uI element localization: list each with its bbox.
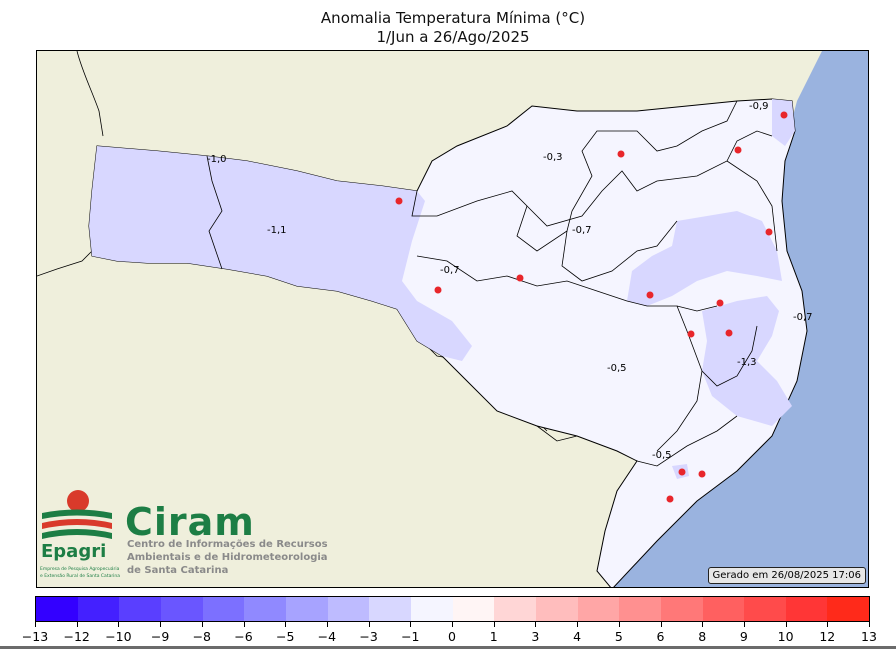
colorbar-tick-label: 12 xyxy=(819,629,836,644)
colorbar-segment xyxy=(494,597,536,621)
colorbar-tick xyxy=(243,622,245,627)
window-bottom-edge xyxy=(0,646,896,649)
colorbar-segment xyxy=(827,597,870,621)
colorbar-tick-label: 10 xyxy=(777,629,794,644)
colorbar xyxy=(35,596,870,622)
contour-label: -1,1 xyxy=(267,225,287,236)
colorbar-tick xyxy=(493,622,495,627)
colorbar-tick-label: 5 xyxy=(614,629,623,644)
colorbar-segment xyxy=(410,597,453,621)
colorbar-tick xyxy=(410,622,412,627)
contour-label: -0,3 xyxy=(543,152,563,163)
colorbar-segment xyxy=(119,597,161,621)
colorbar-segment xyxy=(369,597,411,621)
colorbar-segment xyxy=(535,597,578,621)
colorbar-tick-label: −5 xyxy=(275,629,295,644)
contour-label: -0,7 xyxy=(572,225,592,236)
colorbar-tick xyxy=(35,622,36,627)
map-title: Anomalia Temperatura Mínima (°C) xyxy=(320,9,586,27)
colorbar-segment xyxy=(285,597,328,621)
region-boundaries xyxy=(206,100,778,467)
colorbar-tick xyxy=(118,622,120,627)
contour-label: -0,5 xyxy=(607,363,627,374)
colorbar-segment xyxy=(660,597,703,621)
colorbar-tick xyxy=(368,622,370,627)
stations xyxy=(395,111,788,503)
contour-label: -0,7 xyxy=(440,265,460,276)
anomaly-west xyxy=(89,146,472,361)
anomaly-ne xyxy=(772,99,795,146)
epagri-line: e Extensão Rural de Santa Catarina xyxy=(40,574,121,579)
epagri-logo: Epagri xyxy=(41,541,107,562)
ciram-line: Centro de Informações de Recursos xyxy=(127,539,328,550)
colorbar-tick-label: 0 xyxy=(448,629,456,644)
colorbar-tick-label: −12 xyxy=(63,629,90,644)
colorbar-segment xyxy=(619,597,661,621)
colorbar-segment xyxy=(744,597,786,621)
colorbar-tick xyxy=(452,622,453,627)
epagri-line: Empresa de Pesquisa Agropecuária xyxy=(40,567,120,572)
colorbar-tick-label: 3 xyxy=(531,629,540,644)
colorbar-segment xyxy=(577,597,620,621)
colorbar-tick-label: −3 xyxy=(359,629,378,644)
colorbar-tick xyxy=(535,622,537,627)
colorbar-tick-label: −8 xyxy=(192,629,212,644)
colorbar-tick xyxy=(660,622,662,627)
colorbar-tick-label: 4 xyxy=(573,629,582,644)
colorbar-segment xyxy=(160,597,203,621)
colorbar-tick-label: −4 xyxy=(317,629,337,644)
colorbar-tick-label: −13 xyxy=(21,629,49,644)
colorbar-tick xyxy=(869,622,870,627)
colorbar-tick-label: 1 xyxy=(489,629,498,644)
colorbar-tick-label: −1 xyxy=(401,629,420,644)
anomaly-east-1 xyxy=(627,211,782,306)
colorbar-tick xyxy=(827,622,829,627)
generated-stamp: Gerado em 26/08/2025 17:06 xyxy=(707,567,866,584)
ciram-line: Ambientais e de Hidrometeorologia xyxy=(127,552,328,563)
colorbar-tick xyxy=(160,622,162,627)
ciram-line: de Santa Catarina xyxy=(127,565,229,576)
colorbar-segment xyxy=(785,597,828,621)
colorbar-tick-label: −6 xyxy=(234,629,253,644)
colorbar-segment xyxy=(77,597,120,621)
colorbar-tick-label: −10 xyxy=(105,629,132,644)
epagri-logo-icon xyxy=(42,490,112,539)
colorbar-ticks: −13 −12 −10 −9 −8 −6 −5 −4 −3 −1 0 1 3 4 5 6 8 9 10 12 13 xyxy=(22,622,877,649)
colorbar-tick xyxy=(201,622,203,627)
colorbar-tick xyxy=(702,622,704,627)
colorbar-segment xyxy=(452,597,495,621)
colorbar-tick-label: 6 xyxy=(656,629,665,644)
contour-label: -0,7 xyxy=(793,312,813,323)
colorbar-tick-label: 8 xyxy=(698,629,707,644)
colorbar-segment xyxy=(244,597,286,621)
map-panel[interactable]: -0,9 -1,0 -0,3 -1,1 -0,7 -0,7 -0,7 -1,3 … xyxy=(36,50,869,588)
contour-label: -1,3 xyxy=(737,357,757,368)
anomaly-east-2 xyxy=(702,296,792,426)
ocean xyxy=(613,51,868,587)
colorbar-tick xyxy=(577,622,579,627)
colorbar-segment xyxy=(702,597,745,621)
colorbar-tick xyxy=(785,622,787,627)
colorbar-tick-label: 9 xyxy=(739,629,748,644)
colorbar-tick xyxy=(743,622,745,627)
colorbar-tick xyxy=(326,622,328,627)
colorbar-segment xyxy=(327,597,370,621)
colorbar-segment xyxy=(202,597,245,621)
colorbar-segment xyxy=(36,597,78,621)
map-svg: -0,9 -1,0 -0,3 -1,1 -0,7 -0,7 -0,7 -1,3 … xyxy=(37,51,868,587)
colorbar-tick-label: −9 xyxy=(150,629,170,644)
colorbar-tick xyxy=(285,622,287,627)
ciram-logo: Ciram xyxy=(125,500,255,544)
contour-label: -0,5 xyxy=(652,450,672,461)
contour-label: -1,0 xyxy=(207,154,227,165)
colorbar-tick xyxy=(76,622,78,627)
colorbar-tick xyxy=(618,622,620,627)
map-subtitle: 1/Jun a 26/Ago/2025 xyxy=(376,28,530,46)
colorbar-tick-label: 13 xyxy=(861,629,877,644)
contour-label: -0,9 xyxy=(749,101,769,112)
